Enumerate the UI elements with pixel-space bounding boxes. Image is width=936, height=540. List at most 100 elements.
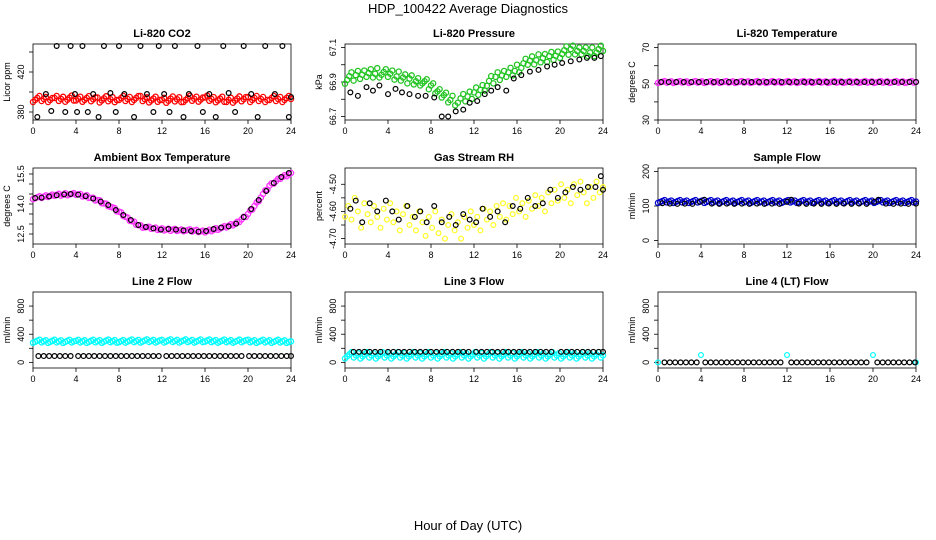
y-tick-label: 800 xyxy=(641,299,651,314)
data-point xyxy=(376,82,383,89)
data-point xyxy=(725,78,732,85)
data-point xyxy=(135,92,142,100)
x-tick-label: 0 xyxy=(30,250,35,260)
data-point xyxy=(105,202,112,209)
data-point xyxy=(422,92,429,99)
data-point xyxy=(390,219,397,226)
data-point xyxy=(503,87,510,94)
data-point xyxy=(825,200,832,207)
data-point xyxy=(535,51,542,58)
x-tick-label: 4 xyxy=(385,126,390,136)
data-point xyxy=(890,359,897,366)
data-point xyxy=(287,338,295,345)
data-point xyxy=(591,54,598,61)
data-point xyxy=(287,169,295,177)
data-point xyxy=(474,97,481,104)
data-point xyxy=(654,359,661,366)
data-point xyxy=(75,353,82,360)
data-point xyxy=(682,359,689,366)
data-point xyxy=(233,220,240,227)
data-point xyxy=(285,113,292,120)
data-point xyxy=(415,92,422,99)
data-point xyxy=(906,78,913,85)
data-point xyxy=(206,90,213,97)
panel-title: Li-820 CO2 xyxy=(133,28,190,40)
data-point xyxy=(212,113,219,120)
data-point xyxy=(677,359,684,366)
data-point xyxy=(912,200,919,207)
x-tick-label: 24 xyxy=(286,374,296,384)
plot-frame xyxy=(32,43,292,121)
data-point xyxy=(240,214,247,221)
data-point xyxy=(466,99,473,106)
data-point xyxy=(584,184,591,191)
data-point xyxy=(912,198,920,205)
x-tick-label: 12 xyxy=(469,126,479,136)
data-point xyxy=(238,353,245,360)
figure-title: HDP_100422 Average Diagnostics xyxy=(368,1,568,16)
data-point xyxy=(429,224,436,231)
data-point xyxy=(347,89,354,96)
data-point xyxy=(731,200,738,207)
data-point xyxy=(905,200,912,207)
y-tick-label: 100 xyxy=(641,198,651,213)
data-point xyxy=(48,107,55,114)
data-point xyxy=(842,359,849,366)
data-point xyxy=(707,359,714,366)
data-point xyxy=(233,353,240,360)
panel-title: Ambient Box Temperature xyxy=(94,152,231,164)
panel-1: Li-820 CO2 0 4 8 12 16 20 24 380 420 Licor ppm xyxy=(2,28,296,136)
data-point xyxy=(665,78,672,85)
data-point xyxy=(847,359,854,366)
data-point xyxy=(551,61,558,68)
data-point xyxy=(51,353,58,360)
data-point xyxy=(251,353,258,360)
data-point xyxy=(404,203,411,210)
data-point xyxy=(380,205,387,212)
data-point xyxy=(510,75,517,82)
x-tick-label: 24 xyxy=(911,126,921,136)
data-point xyxy=(710,78,717,85)
x-tick-label: 8 xyxy=(741,126,746,136)
data-point xyxy=(783,351,790,358)
y-axis-label: degrees C xyxy=(627,61,637,103)
data-point xyxy=(465,348,472,355)
data-point xyxy=(525,197,532,204)
data-point xyxy=(367,65,375,73)
data-point xyxy=(155,353,162,360)
data-point xyxy=(820,359,827,366)
y-tick-label: 12.5 xyxy=(16,225,26,243)
data-point xyxy=(756,78,763,85)
data-point xyxy=(84,108,91,115)
data-point xyxy=(145,353,152,360)
data-point xyxy=(565,51,572,58)
data-point xyxy=(385,91,392,98)
series-sample_samples xyxy=(659,196,919,207)
x-tick-label: 24 xyxy=(598,250,608,260)
data-point xyxy=(240,42,247,49)
data-point xyxy=(599,184,606,191)
data-point xyxy=(509,211,516,218)
data-point xyxy=(535,66,542,73)
data-point xyxy=(815,359,822,366)
data-point xyxy=(95,113,102,120)
x-tick-label: 24 xyxy=(911,374,921,384)
data-point xyxy=(287,95,295,103)
y-tick-label: 15.5 xyxy=(16,165,26,183)
y-axis-label: degrees C xyxy=(2,185,12,227)
data-point xyxy=(695,78,702,85)
data-point xyxy=(398,89,405,96)
x-tick-label: 24 xyxy=(286,250,296,260)
y-tick-label: 50 xyxy=(641,79,651,89)
data-point xyxy=(438,216,445,223)
data-point xyxy=(423,219,430,226)
data-point xyxy=(666,200,673,207)
data-point xyxy=(352,197,359,204)
x-tick-label: 4 xyxy=(698,374,703,384)
data-point xyxy=(688,78,695,85)
y-tick-label: 420 xyxy=(16,64,26,79)
data-point xyxy=(406,91,413,98)
data-point xyxy=(506,203,513,210)
data-point xyxy=(885,359,892,366)
data-point xyxy=(150,353,157,360)
